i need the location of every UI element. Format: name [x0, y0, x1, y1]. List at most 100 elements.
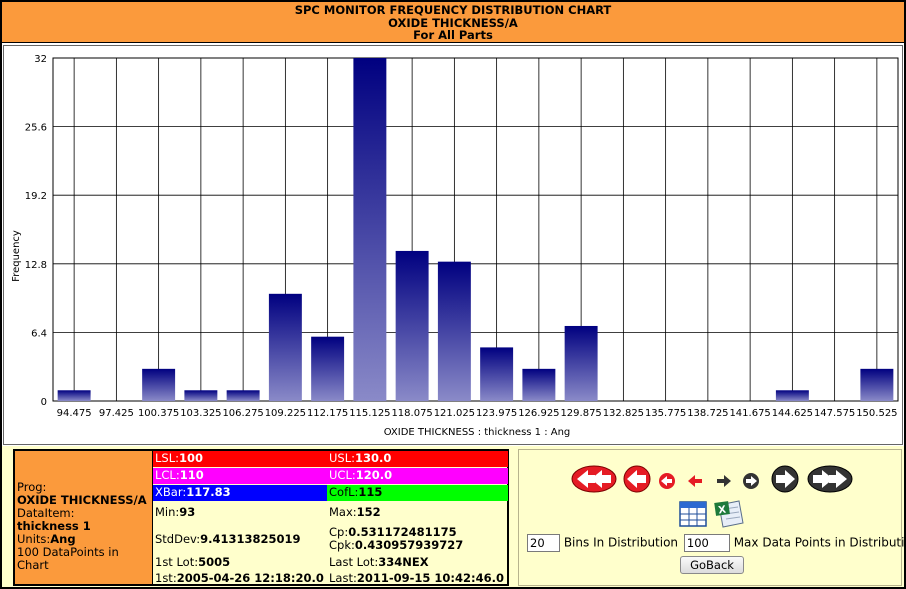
- bar: [142, 368, 176, 401]
- first-page-icon[interactable]: [571, 465, 617, 493]
- lcl-cell: LCL:110: [153, 468, 327, 484]
- first-lot-cell: 1st Lot:5005: [153, 555, 327, 569]
- lcl-label: LCL:: [155, 468, 180, 482]
- table-view-icon[interactable]: [679, 501, 707, 527]
- header-title: SPC MONITOR FREQUENCY DISTRIBUTION CHART: [294, 3, 612, 17]
- cofl-label: CofL:: [329, 485, 359, 499]
- bar: [860, 368, 894, 401]
- lsl-value: 100: [179, 451, 204, 465]
- cpk-label: Cpk:: [329, 538, 355, 552]
- x-tick-label: 135.775: [645, 408, 686, 419]
- last-date-label: Last:: [329, 571, 357, 585]
- prev-small-icon[interactable]: [658, 472, 676, 490]
- usl-value: 130.0: [355, 451, 392, 465]
- x-tick-label: 123.975: [476, 408, 517, 419]
- max-cell: Max:152: [327, 505, 508, 521]
- header-subtitle: OXIDE THICKNESS/A: [388, 15, 518, 30]
- max-points-input[interactable]: [683, 534, 730, 552]
- lsl-cell: LSL:100: [153, 451, 327, 467]
- x-tick-label: 121.025: [434, 408, 475, 419]
- ucl-value: 120.0: [355, 468, 393, 482]
- x-tick-label: 118.075: [391, 408, 432, 419]
- x-tick-label: 147.575: [814, 408, 855, 419]
- excel-export-icon[interactable]: X: [713, 499, 745, 529]
- prev-arrow-icon[interactable]: [687, 474, 703, 488]
- bar: [184, 390, 218, 401]
- stats-row-dates: 1st:2005-04-26 12:18:20.0 Last:2011-09-1…: [153, 571, 508, 585]
- lcl-value: 110: [179, 468, 204, 482]
- last-date-cell: Last:2011-09-15 10:42:46.0: [327, 571, 508, 585]
- first-date-label: 1st:: [155, 571, 177, 585]
- bar: [480, 347, 514, 401]
- x-tick-label: 150.525: [856, 408, 897, 419]
- stddev-label: StdDev:: [155, 532, 201, 546]
- lsl-label: LSL:: [155, 451, 179, 465]
- svg-text:X: X: [718, 504, 727, 516]
- max-label: Max:: [329, 505, 357, 519]
- first-date-value: 2005-04-26 12:18:20.0: [176, 571, 324, 585]
- cp-cpk-cell: Cp:0.531172481175 Cpk:0.430957939727: [327, 526, 508, 554]
- units-label: Units:: [17, 532, 51, 546]
- cofl-value: 115: [358, 485, 383, 499]
- first-lot-label: 1st Lot:: [155, 555, 199, 569]
- y-axis-label: Frequency: [11, 230, 22, 282]
- stats-row-lots: 1st Lot:5005 Last Lot:334NEX: [153, 555, 508, 569]
- bar: [522, 368, 556, 401]
- next-arrow-icon[interactable]: [716, 474, 732, 488]
- last-page-icon[interactable]: [807, 465, 853, 493]
- stats-table: LSL:100 USL:130.0 LCL:110 UCL:120.0 XBar…: [152, 451, 508, 585]
- datapoints-count: 100 DataPoints in Chart: [17, 545, 119, 572]
- last-lot-cell: Last Lot:334NEX: [327, 555, 508, 569]
- x-tick-label: 115.125: [349, 408, 390, 419]
- x-tick-label: 144.625: [772, 408, 813, 419]
- chart-container: 0 6.4 12.8 19.2 25.6 32 94.475 97.425 100.375 103…: [3, 45, 903, 445]
- dataitem-label: DataItem:: [17, 506, 75, 520]
- bar: [437, 261, 471, 401]
- prog-label: Prog:: [17, 480, 47, 494]
- last-date-value: 2011-09-15 10:42:46.0: [356, 571, 504, 585]
- stats-row-capability: StdDev:9.41313825019 Cp:0.531172481175 C…: [153, 526, 508, 554]
- bar: [311, 336, 345, 401]
- x-tick-label: 100.375: [138, 408, 179, 419]
- next-page-icon[interactable]: [770, 465, 800, 493]
- xbar-value: 117.83: [186, 485, 231, 499]
- next-small-icon[interactable]: [742, 472, 760, 490]
- max-points-label: Max Data Points in Distribution: [733, 535, 906, 550]
- goback-button[interactable]: GoBack: [680, 556, 744, 574]
- chart-header: SPC MONITOR FREQUENCY DISTRIBUTION CHART…: [2, 2, 904, 43]
- ucl-cell: UCL:120.0: [327, 468, 508, 484]
- bar: [268, 293, 302, 401]
- x-tick-label: 94.475: [57, 408, 92, 419]
- first-date-cell: 1st:2005-04-26 12:18:20.0: [153, 571, 327, 585]
- cp-value: 0.531172481175: [348, 525, 457, 539]
- x-tick-label: 109.225: [265, 408, 306, 419]
- prev-page-icon[interactable]: [622, 465, 652, 493]
- usl-label: USL:: [329, 451, 355, 465]
- y-tick-label: 25.6: [25, 123, 47, 134]
- cp-label: Cp:: [329, 525, 349, 539]
- bar: [564, 325, 598, 401]
- bar: [395, 250, 429, 401]
- x-tick-label: 132.825: [603, 408, 644, 419]
- stats-row-spec-limits: LSL:100 USL:130.0: [153, 451, 508, 467]
- y-tick-label: 0: [41, 397, 47, 408]
- bins-input[interactable]: [527, 534, 560, 552]
- program-info-box: Prog: OXIDE THICKNESS/A DataItem: thickn…: [13, 449, 509, 586]
- min-cell: Min:93: [153, 505, 327, 521]
- navigation-box: X Bins In Distribution Max Data Points i…: [518, 449, 906, 586]
- bar: [353, 58, 387, 401]
- xbar-label: XBar:: [155, 485, 187, 499]
- y-tick-label: 32: [34, 54, 47, 65]
- bins-controls: Bins In Distribution Max Data Points in …: [527, 534, 906, 552]
- bar: [57, 390, 91, 401]
- bar: [775, 390, 809, 401]
- stddev-value: 9.41313825019: [200, 532, 301, 546]
- bins-label: Bins In Distribution: [563, 535, 679, 550]
- last-lot-label: Last Lot:: [329, 555, 379, 569]
- bottom-panel: Prog: OXIDE THICKNESS/A DataItem: thickn…: [2, 446, 906, 587]
- xbar-cell: XBar:117.83: [153, 485, 327, 501]
- max-value: 152: [356, 505, 381, 519]
- stats-row-minmax: Min:93 Max:152: [153, 505, 508, 521]
- last-lot-value: 334NEX: [378, 555, 429, 569]
